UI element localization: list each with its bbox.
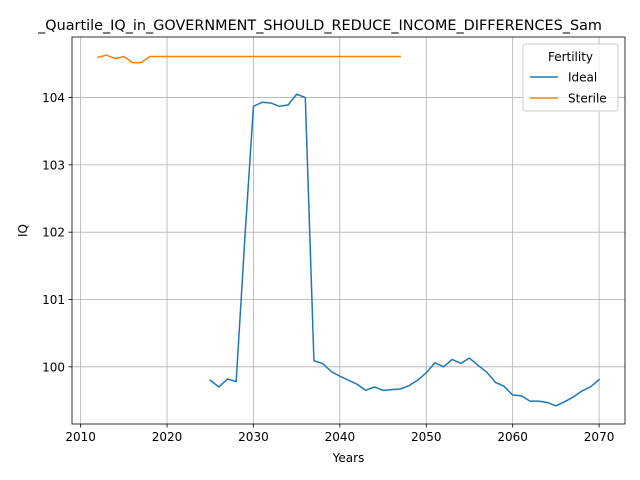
x-tick-label: 2060 <box>497 430 528 444</box>
x-tick-label: 2020 <box>152 430 183 444</box>
x-tick-label: 2070 <box>584 430 615 444</box>
x-tick-label: 2040 <box>325 430 356 444</box>
y-tick-label: 102 <box>42 226 65 240</box>
y-tick-label: 103 <box>42 158 65 172</box>
grid <box>72 37 625 424</box>
series-lines <box>97 54 601 407</box>
ticks: 2010 2020 2030 2040 2050 2060 2070 100 101 102 103… <box>42 91 614 444</box>
y-tick-label: 104 <box>42 91 65 105</box>
legend: Fertility Ideal Sterile <box>522 43 619 112</box>
x-tick-label: 2010 <box>65 430 96 444</box>
y-tick-label: 101 <box>42 293 65 307</box>
axes-frame <box>71 36 626 425</box>
legend-box <box>522 43 619 112</box>
legend-title: Fertility <box>548 50 593 64</box>
x-axis-label: Years <box>332 451 365 465</box>
series-line-sterile <box>97 54 402 64</box>
legend-label-sterile: Sterile <box>568 92 607 106</box>
y-tick-label: 100 <box>42 360 65 374</box>
legend-label-ideal: Ideal <box>568 71 597 85</box>
x-tick-label: 2050 <box>411 430 442 444</box>
y-axis-label: IQ <box>16 224 30 237</box>
x-tick-label: 2030 <box>238 430 269 444</box>
series-line-ideal <box>209 93 601 407</box>
chart-title: _Quartile_IQ_in_GOVERNMENT_SHOULD_REDUCE… <box>37 18 602 34</box>
